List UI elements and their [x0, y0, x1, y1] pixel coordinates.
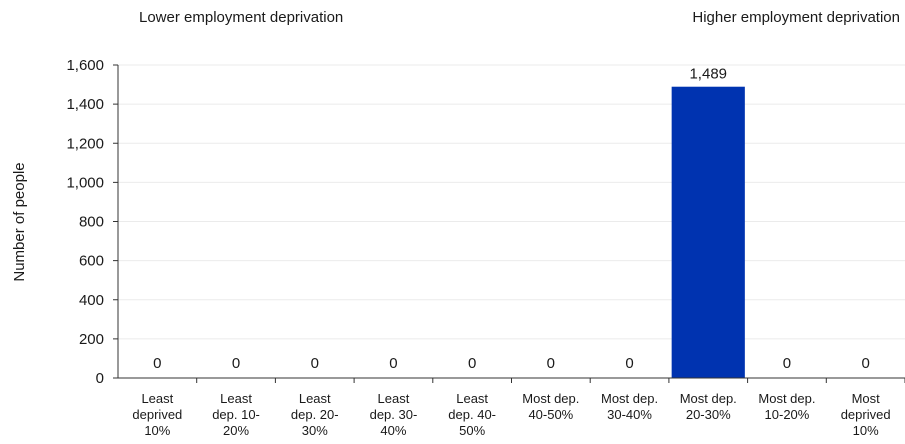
x-tick-label: Least deprived 10% [132, 391, 182, 438]
y-tick-label: 0 [96, 370, 104, 387]
data-label: 0 [389, 355, 397, 372]
annotation-higher-deprivation: Higher employment deprivation [692, 9, 900, 26]
y-tick-label: 200 [79, 331, 104, 348]
data-label: 0 [625, 355, 633, 372]
x-tick-label: Most deprived 10% [841, 391, 891, 438]
data-label: 0 [232, 355, 240, 372]
y-tick-label: 1,400 [66, 96, 104, 113]
y-tick-label: 1,600 [66, 57, 104, 74]
x-tick-label: Most dep. 20-30% [680, 391, 737, 422]
y-tick-label: 1,000 [66, 174, 104, 191]
x-tick-label: Least dep. 10-20% [212, 391, 260, 438]
y-tick-label: 1,200 [66, 135, 104, 152]
data-labels: 0 0 0 0 0 0 0 1,489 0 0 [153, 66, 870, 372]
annotation-lower-deprivation: Lower employment deprivation [139, 9, 343, 26]
x-tick-label: Most dep. 10-20% [758, 391, 815, 422]
y-axis-label: Number of people [11, 162, 28, 281]
x-tick-label: Least dep. 30-40% [370, 391, 418, 438]
data-label: 0 [153, 355, 161, 372]
gridlines [118, 64, 905, 340]
data-label: 1,489 [689, 66, 727, 83]
data-label: 0 [861, 355, 869, 372]
x-tick-label: Least dep. 20-30% [291, 391, 339, 438]
y-tick-label: 800 [79, 214, 104, 231]
x-tick-label: Least dep. 40-50% [448, 391, 496, 438]
x-tick-labels: Least deprived 10% Least dep. 10-20% Least dep… [132, 378, 905, 438]
x-tick-label: Most dep. 30-40% [601, 391, 658, 422]
data-label: 0 [547, 355, 555, 372]
y-tick-label: 400 [79, 292, 104, 309]
y-tick-labels: 0 200 400 600 800 1,000 1,200 1,400 1,600 [66, 57, 118, 387]
bar [671, 86, 745, 378]
data-label: 0 [783, 355, 791, 372]
x-tick-label: Most dep. 40-50% [522, 391, 579, 422]
data-label: 0 [468, 355, 476, 372]
data-label: 0 [311, 355, 319, 372]
bars [671, 86, 745, 378]
y-tick-label: 600 [79, 253, 104, 270]
